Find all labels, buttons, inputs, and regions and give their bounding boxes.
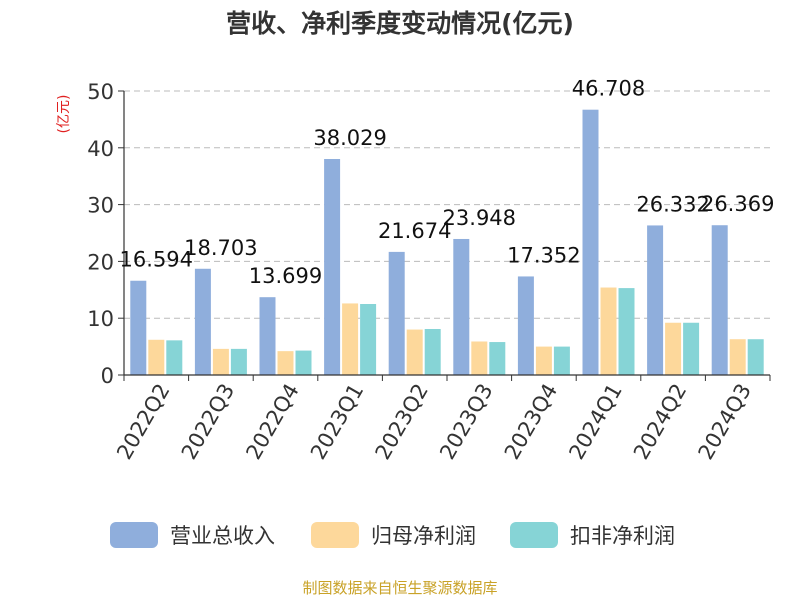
chart-title: 营收、净利季度变动情况(亿元) bbox=[226, 9, 574, 38]
x-tick-label: 2024Q2 bbox=[629, 380, 691, 464]
y-axis-label: (亿元) bbox=[56, 95, 72, 134]
data-label: 16.594 bbox=[120, 248, 193, 272]
legend-label: 营业总收入 bbox=[170, 524, 275, 548]
bar bbox=[342, 303, 359, 375]
x-tick-label: 2022Q4 bbox=[241, 380, 303, 464]
x-tick-label: 2023Q1 bbox=[306, 380, 368, 464]
data-label: 18.703 bbox=[184, 236, 257, 260]
legend-label: 归母净利润 bbox=[371, 524, 476, 548]
y-tick-label: 50 bbox=[87, 80, 114, 104]
x-tick-label: 2022Q3 bbox=[177, 380, 239, 464]
y-tick-label: 10 bbox=[87, 307, 114, 331]
bar bbox=[130, 280, 147, 375]
data-label: 38.029 bbox=[313, 126, 386, 150]
bar bbox=[453, 238, 470, 375]
legend-swatch bbox=[311, 522, 359, 548]
grid-lines bbox=[124, 90, 770, 319]
bar bbox=[647, 225, 664, 375]
bar bbox=[747, 339, 764, 375]
legend-label: 扣非净利润 bbox=[570, 524, 675, 548]
bar bbox=[406, 329, 423, 375]
legend-swatch bbox=[510, 522, 558, 548]
bar bbox=[424, 328, 441, 375]
x-tick-label: 2024Q3 bbox=[694, 380, 756, 464]
bar bbox=[212, 348, 229, 375]
y-tick-label: 20 bbox=[87, 250, 114, 274]
bar bbox=[295, 350, 312, 375]
bar bbox=[618, 288, 635, 375]
source-note: 制图数据来自恒生聚源数据库 bbox=[302, 579, 497, 597]
bar bbox=[535, 346, 552, 375]
data-label: 26.332 bbox=[636, 192, 709, 216]
bar bbox=[277, 351, 294, 375]
bar bbox=[259, 297, 276, 375]
bar bbox=[471, 341, 488, 375]
y-tick-label: 40 bbox=[87, 137, 114, 161]
bar bbox=[194, 268, 211, 375]
bar bbox=[553, 346, 570, 375]
y-tick-label: 30 bbox=[87, 194, 114, 218]
bar bbox=[517, 276, 534, 375]
bars bbox=[130, 109, 764, 376]
legend-swatch bbox=[110, 522, 158, 548]
bar bbox=[729, 339, 746, 375]
data-label: 46.708 bbox=[572, 77, 645, 101]
bar bbox=[148, 339, 165, 375]
bar bbox=[683, 322, 700, 375]
y-tick-label: 0 bbox=[101, 364, 114, 388]
x-tick-label: 2023Q4 bbox=[500, 380, 562, 464]
bar bbox=[582, 109, 599, 376]
data-label: 17.352 bbox=[507, 243, 580, 267]
data-label: 13.699 bbox=[249, 264, 322, 288]
bar bbox=[665, 322, 682, 375]
bar bbox=[489, 342, 506, 375]
x-tick-label: 2023Q2 bbox=[371, 380, 433, 464]
bar bbox=[230, 348, 247, 375]
data-label: 21.674 bbox=[378, 219, 451, 243]
bar bbox=[711, 225, 728, 375]
legend: 营业总收入 归母净利润 扣非净利润 bbox=[110, 522, 675, 548]
x-tick-label: 2023Q3 bbox=[435, 380, 497, 464]
data-label: 23.948 bbox=[443, 206, 516, 230]
bar bbox=[600, 287, 617, 375]
x-tick-label: 2024Q1 bbox=[564, 380, 626, 464]
bar bbox=[166, 340, 183, 375]
bar bbox=[388, 251, 405, 375]
data-label: 26.369 bbox=[701, 192, 774, 216]
bar bbox=[324, 158, 341, 375]
bar bbox=[360, 304, 377, 375]
x-tick-label: 2022Q2 bbox=[112, 380, 174, 464]
